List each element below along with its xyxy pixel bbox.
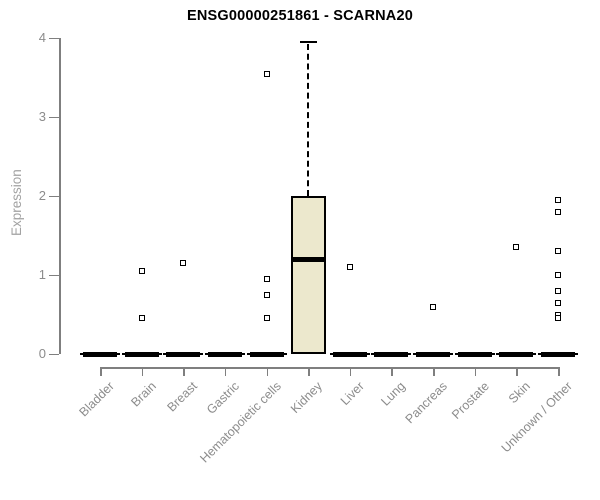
- y-tick-label: 4: [38, 30, 46, 45]
- x-tick: [266, 367, 269, 376]
- y-tick-label: 0: [38, 346, 46, 361]
- zero-bar: [249, 351, 284, 357]
- y-tick: [49, 37, 59, 39]
- outlier-point: [430, 303, 437, 310]
- x-tick: [349, 367, 352, 376]
- y-tick: [49, 353, 59, 355]
- outlier-point: [263, 315, 270, 322]
- y-tick-label: 3: [38, 109, 46, 124]
- outlier-point: [555, 208, 562, 215]
- x-tick: [558, 367, 560, 376]
- outlier-point: [138, 315, 145, 322]
- outlier-point: [555, 272, 562, 278]
- zero-bar: [374, 351, 409, 357]
- x-tick: [308, 367, 310, 376]
- x-tick: [474, 367, 477, 376]
- outlier-point: [138, 268, 145, 275]
- x-tick: [141, 367, 144, 376]
- outlier-point: [513, 244, 520, 251]
- chart-title: ENSG00000251861 - SCARNA20: [186, 8, 414, 24]
- x-tick: [183, 367, 185, 376]
- outlier-point: [555, 315, 562, 322]
- outlier-point: [263, 291, 270, 298]
- x-tick: [391, 367, 393, 376]
- zero-bar: [207, 351, 242, 357]
- outlier-point: [346, 264, 353, 271]
- x-tick: [516, 367, 518, 376]
- x-tick: [433, 367, 435, 376]
- y-axis-line: [59, 38, 61, 354]
- x-tick: [224, 367, 227, 376]
- zero-bar: [499, 351, 534, 357]
- median-line: [290, 256, 326, 262]
- whisker-line: [307, 44, 310, 196]
- outlier-point: [555, 196, 562, 203]
- zero-bar: [457, 351, 492, 357]
- x-axis-line: [100, 367, 560, 369]
- zero-bar: [166, 351, 201, 357]
- x-tick: [100, 367, 102, 376]
- y-tick-label: 1: [38, 267, 46, 282]
- outlier-point: [555, 287, 562, 294]
- boxplot-box: [290, 196, 326, 354]
- outlier-point: [555, 248, 562, 255]
- zero-bar: [541, 351, 576, 357]
- outlier-point: [263, 70, 270, 77]
- y-tick: [49, 116, 59, 118]
- zero-bar: [124, 351, 159, 357]
- y-tick: [49, 195, 59, 197]
- outlier-point: [555, 299, 562, 306]
- outlier-point: [180, 260, 187, 267]
- zero-bar: [416, 351, 451, 357]
- y-tick: [49, 274, 59, 276]
- zero-bar: [332, 351, 367, 357]
- zero-bar: [83, 351, 117, 357]
- y-tick-label: 2: [38, 188, 46, 203]
- outlier-point: [263, 275, 270, 282]
- whisker-cap: [299, 40, 317, 44]
